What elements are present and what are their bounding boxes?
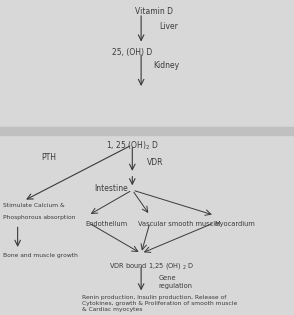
Text: Intestine: Intestine xyxy=(94,184,128,193)
Text: Myocardium: Myocardium xyxy=(215,221,255,227)
Text: Renin production, Insulin production, Release of
Cytokines, growth & Proliferati: Renin production, Insulin production, Re… xyxy=(82,295,238,312)
Text: 1, 25 (OH)$_2$ D: 1, 25 (OH)$_2$ D xyxy=(106,139,159,152)
Text: VDR bound 1,25 (OH) $_{2}$ D: VDR bound 1,25 (OH) $_{2}$ D xyxy=(109,261,194,271)
Text: Vitamin D: Vitamin D xyxy=(135,7,173,15)
Text: Phosphorous absorption: Phosphorous absorption xyxy=(3,215,76,220)
Text: Gene
regulation: Gene regulation xyxy=(159,275,193,289)
Text: Liver: Liver xyxy=(159,22,178,31)
Text: Bone and muscle growth: Bone and muscle growth xyxy=(3,253,78,258)
Text: Vascular smooth muscle: Vascular smooth muscle xyxy=(138,221,219,227)
Text: Stimulate Calcium &: Stimulate Calcium & xyxy=(3,203,65,208)
Text: 25, (OH) D: 25, (OH) D xyxy=(112,49,152,57)
Text: Endothelium: Endothelium xyxy=(85,221,127,227)
Text: Kidney: Kidney xyxy=(153,61,179,70)
Text: VDR: VDR xyxy=(147,158,163,167)
Text: PTH: PTH xyxy=(41,153,56,162)
